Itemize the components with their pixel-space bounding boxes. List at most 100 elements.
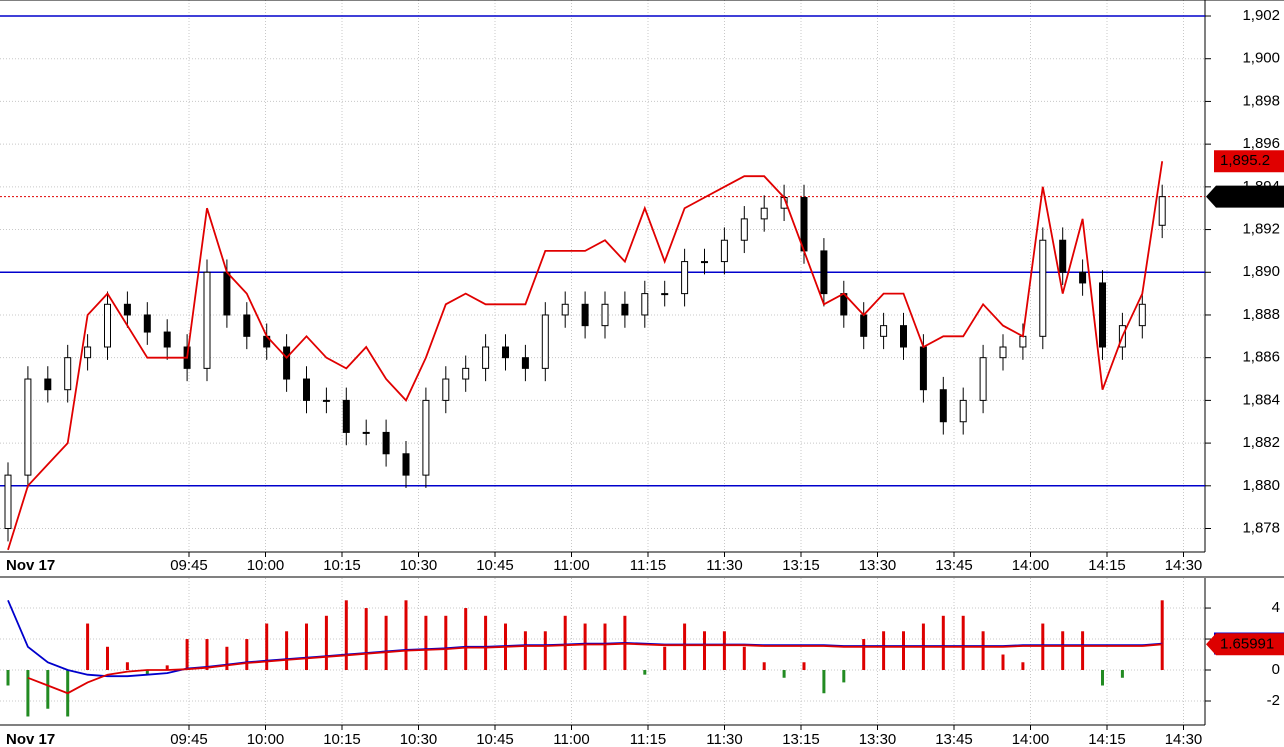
y-tick-label: 0 [1272,661,1280,678]
histogram-bar [1001,654,1005,671]
candle-body [959,399,967,423]
candle-body [44,378,52,391]
x-tick-label: 14:30 [1165,557,1203,574]
candle-body [1039,239,1047,337]
price-tag [1206,633,1284,656]
candle-body [999,346,1007,359]
x-tick-label: 10:30 [400,731,438,747]
candle-body [1019,335,1027,348]
x-tick-label: 11:15 [630,557,666,574]
x-tick-label: 10:15 [323,731,361,747]
candle-body [322,399,330,402]
price-tag-label: 1.65991 [1220,635,1274,652]
histogram-bar [663,646,667,671]
histogram-bar [6,670,10,686]
histogram-bar [862,639,866,671]
histogram-bar [285,631,289,671]
histogram-bar [941,615,945,671]
candle-body [1158,196,1166,226]
y-tick-label: 1,878 [1242,519,1280,536]
histogram-bar [26,670,30,717]
candle-body [521,357,529,369]
histogram-bar [225,646,229,671]
candle-body [621,303,629,316]
y-tick-label: 1,898 [1242,92,1280,109]
candle-body [24,378,32,476]
price-tag-label: 1,893.54 [1220,188,1278,205]
line [27,642,1163,695]
y-tick-label: 1,892 [1242,221,1280,238]
candle-body [661,293,669,296]
histogram-bar [882,631,886,671]
y-tick-label: 1,882 [1242,434,1280,451]
histogram-bar [145,670,149,675]
histogram-bar [523,631,527,671]
candle-body [342,399,350,433]
x-tick-label: 13:45 [935,557,973,574]
candle-body [760,207,768,220]
histogram-bar [762,662,766,671]
histogram-bar [205,639,209,671]
candle-body [561,303,569,316]
histogram-bar [703,631,706,671]
histogram-bar [46,670,50,709]
histogram-bar [125,662,129,671]
histogram-bar [782,670,786,678]
x-tick-label: 11:30 [706,731,742,747]
candle-body [442,378,450,401]
histogram-bar [344,600,348,671]
y-tick-label: 1,888 [1242,306,1280,323]
y-tick-label: 1,890 [1242,263,1280,280]
candle-body [303,378,310,401]
x-tick-label: 14:30 [1165,731,1203,747]
histogram-bar [1160,600,1164,671]
candle-body [163,331,171,348]
candle-body [223,271,231,316]
candle-body [1079,271,1087,284]
histogram-bar [802,662,806,671]
histogram-bar [165,665,169,671]
y-tick-label: 1,896 [1242,135,1280,152]
candle-body [1059,239,1067,273]
candle-body [860,314,868,337]
histogram-bar [484,615,488,671]
histogram-bar [464,608,468,671]
x-tick-label: 10:45 [476,731,514,747]
histogram-bar [822,670,826,694]
candle-body [64,357,72,391]
x-tick-label: 10:00 [247,731,285,747]
candle-body [84,346,92,359]
x-tick-label: 13:30 [859,557,897,574]
x-tick-label: 14:15 [1088,731,1126,747]
candle-body [541,314,549,369]
candle-body [701,261,708,264]
histogram-bar [722,631,726,671]
x-tick-label: 14:00 [1012,557,1050,574]
x-tick-label: 09:45 [170,557,208,574]
histogram-bar [643,670,647,675]
histogram-bar [563,615,567,671]
candle-body [979,357,987,401]
line [7,161,1164,551]
candle-body [740,218,748,241]
price-tag [1206,185,1284,208]
y-tick-label: -2 [1267,692,1280,709]
histogram-bar [185,639,189,671]
candle-body [143,314,151,333]
x-tick-label: 10:30 [400,557,438,574]
histogram-bar [1021,662,1025,671]
candle-body [123,303,131,316]
histogram-bar [106,646,109,671]
candle-body [1099,282,1106,348]
x-tick-label: 14:15 [1088,557,1126,574]
candle-body [462,367,470,380]
histogram-bar [961,615,965,671]
candle-body [203,271,211,369]
candle-body [104,303,111,348]
candle-body [4,474,12,530]
x-tick-label: 13:15 [782,557,820,574]
histogram-bar [444,615,448,671]
x-tick-label: 14:00 [1012,731,1050,747]
